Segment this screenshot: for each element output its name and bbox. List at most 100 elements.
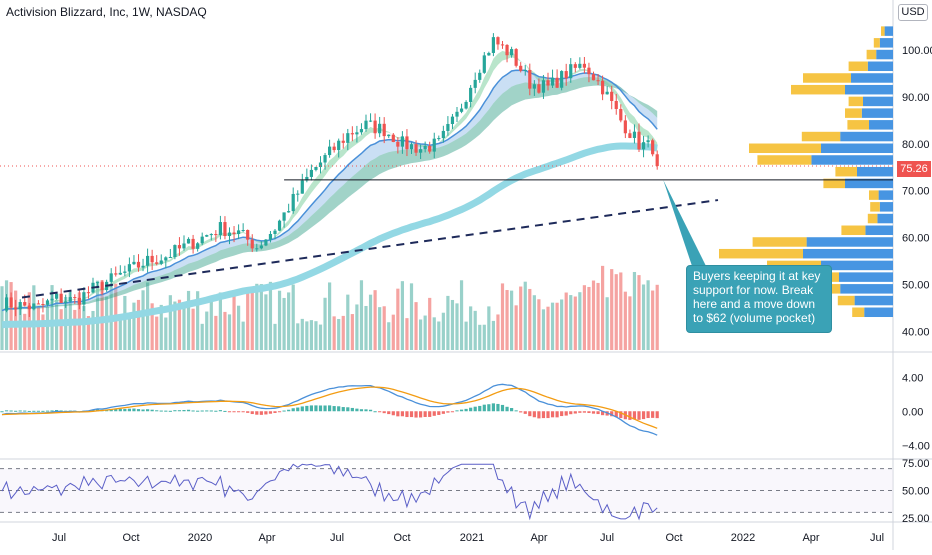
macd-histogram-bar: [569, 411, 573, 415]
volume-bar: [505, 290, 509, 350]
candle-body: [478, 72, 482, 80]
candle-body: [4, 297, 9, 311]
macd-histogram-bar: [555, 411, 559, 418]
volume-bar: [569, 295, 573, 350]
annotation-note[interactable]: Buyers keeping it at key support for now…: [686, 265, 832, 333]
volume-bar: [218, 292, 222, 350]
candle-body: [200, 236, 204, 244]
candle-body: [282, 212, 286, 221]
price-tick-label: 90.00: [902, 92, 930, 104]
currency-selector[interactable]: USD: [898, 4, 928, 21]
candle-body: [482, 55, 486, 73]
macd-histogram-bar: [205, 410, 209, 412]
volume-bar: [136, 299, 141, 350]
candle-body: [186, 238, 191, 244]
candle-body: [41, 304, 45, 306]
volume-profile-buy-bar: [791, 84, 845, 95]
volume-bar: [296, 323, 300, 350]
volume-bar: [186, 290, 191, 350]
volume-profile-buy-bar: [845, 108, 862, 118]
macd-histogram-bar: [541, 411, 546, 419]
volume-bar: [396, 288, 400, 350]
volume-bar: [537, 299, 541, 350]
macd-histogram-bar: [446, 411, 450, 413]
candle-body: [510, 49, 514, 56]
rsi-tick-label: 25.00: [902, 513, 930, 525]
candle-body: [391, 134, 395, 142]
macd-histogram-bar: [455, 410, 459, 412]
volume-bar: [223, 311, 227, 350]
candle-body: [464, 101, 468, 109]
macd-histogram-bar: [218, 410, 222, 412]
candle-body: [473, 79, 477, 88]
macd-histogram-bar: [182, 410, 186, 412]
macd-histogram-bar: [155, 410, 159, 412]
candle-body: [309, 169, 313, 177]
candle-body: [469, 87, 473, 102]
volume-profile-sell-bar: [839, 272, 893, 282]
candle-body: [432, 138, 436, 152]
macd-histogram-bar: [546, 411, 550, 419]
macd-histogram-bar: [587, 411, 591, 414]
candle-body: [337, 140, 341, 151]
volume-bar: [23, 313, 27, 350]
volume-bar: [496, 314, 500, 350]
price-tick-label: 60.00: [902, 233, 930, 245]
macd-histogram-bar: [614, 411, 618, 418]
candle-body: [623, 120, 627, 134]
volume-profile-sell-bar: [869, 120, 893, 130]
macd-histogram-bar: [441, 411, 445, 414]
volume-bar: [473, 310, 477, 350]
macd-histogram-bar: [196, 410, 200, 412]
macd-histogram-bar: [496, 403, 500, 412]
candle-body: [591, 74, 596, 81]
rsi-pane: 75.00 50.00 25.00: [0, 458, 930, 525]
macd-histogram-bar: [0, 411, 4, 413]
volume-bar: [359, 280, 364, 350]
candle-body: [459, 108, 464, 112]
time-tick-label: Oct: [393, 532, 410, 544]
candle-body: [209, 234, 213, 236]
candle-body: [373, 120, 377, 134]
candle-body: [82, 292, 86, 305]
volume-bar: [387, 322, 391, 350]
candle-body: [596, 80, 600, 82]
candle-body: [364, 120, 368, 130]
candle-body: [582, 63, 586, 68]
volume-bar: [619, 272, 623, 350]
macd-histogram-bar: [414, 411, 418, 418]
macd-histogram-bar: [359, 409, 364, 412]
macd-histogram-bar: [32, 410, 36, 412]
candle-body: [505, 44, 509, 56]
candle-body: [246, 230, 250, 240]
candle-body: [73, 297, 77, 299]
macd-histogram-bar: [578, 411, 582, 413]
volume-profile-buy-bar: [869, 190, 879, 200]
candle-body: [637, 131, 641, 150]
candle-body: [218, 222, 222, 236]
macd-histogram-bar: [523, 411, 527, 414]
volume-bar: [318, 324, 323, 350]
macd-histogram-bar: [27, 410, 31, 412]
macd-histogram-bar: [323, 405, 327, 412]
volume-bar: [450, 299, 455, 350]
candle-body: [9, 297, 13, 308]
volume-bar: [205, 311, 209, 350]
macd-histogram-bar: [45, 410, 50, 412]
candle-body: [614, 100, 618, 109]
volume-bar: [464, 321, 468, 350]
macd-histogram-bar: [168, 410, 172, 412]
candle-body: [55, 293, 59, 299]
macd-histogram-bar: [505, 406, 509, 412]
candle-body: [214, 234, 218, 236]
candle-body: [546, 80, 550, 86]
macd-histogram-bar: [150, 409, 154, 412]
candle-body: [159, 260, 163, 264]
macd-histogram-bar: [300, 406, 304, 412]
candle-body: [341, 140, 345, 143]
candle-body: [287, 211, 291, 213]
volume-profile-sell-bar: [879, 202, 893, 212]
rsi-line: [1, 463, 658, 521]
volume-bar: [341, 315, 345, 350]
